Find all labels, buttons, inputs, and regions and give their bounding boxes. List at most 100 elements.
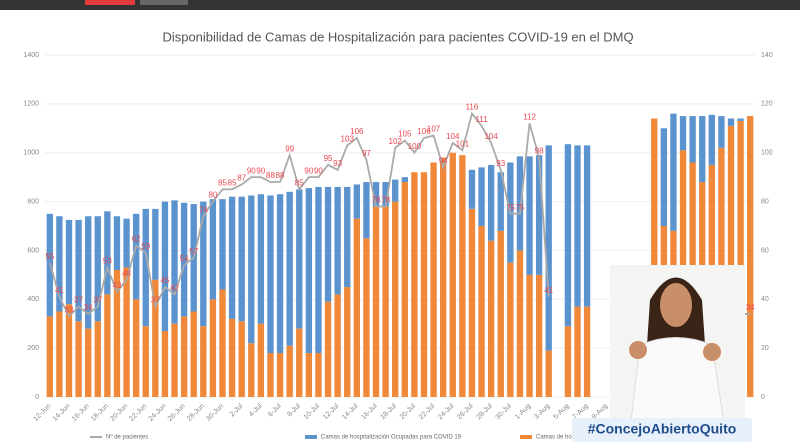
bar bbox=[209, 299, 217, 397]
x-tick-label: 12-Jun bbox=[32, 403, 52, 423]
bar bbox=[583, 145, 591, 307]
bar bbox=[56, 216, 63, 312]
x-tick-label: 16-Jun bbox=[71, 403, 91, 423]
data-label: 90 bbox=[256, 166, 265, 175]
y2-tick-label: 120 bbox=[761, 101, 773, 108]
bar bbox=[161, 331, 169, 397]
x-tick-label: 8-Jul bbox=[286, 402, 302, 418]
data-label: 100 bbox=[408, 142, 422, 151]
bar bbox=[747, 116, 754, 398]
data-label: 88 bbox=[266, 171, 275, 180]
bar bbox=[363, 238, 370, 397]
bar bbox=[353, 184, 360, 219]
bar bbox=[75, 219, 82, 322]
bar bbox=[392, 179, 399, 202]
data-label: 85 bbox=[218, 178, 227, 187]
data-label: 105 bbox=[398, 130, 412, 139]
data-label: 87 bbox=[237, 174, 246, 183]
bar bbox=[257, 323, 265, 397]
bar bbox=[315, 353, 322, 397]
bar bbox=[200, 326, 207, 397]
x-tick-label: 14-Jul bbox=[341, 402, 360, 421]
x-tick-label: 28-Jun bbox=[186, 403, 206, 423]
bar bbox=[171, 323, 178, 397]
legend-label: Nº de pacientes bbox=[106, 434, 148, 441]
bar bbox=[219, 289, 226, 397]
bar bbox=[679, 116, 687, 151]
bar bbox=[334, 294, 341, 397]
x-tick-label: 2-Jul bbox=[229, 402, 245, 418]
bar bbox=[344, 287, 351, 397]
hashtag-box bbox=[572, 418, 752, 442]
bar bbox=[372, 182, 380, 207]
data-label: 85 bbox=[228, 178, 237, 187]
bar bbox=[142, 326, 149, 397]
bar bbox=[85, 216, 92, 329]
bar bbox=[200, 201, 207, 327]
bar bbox=[276, 353, 284, 397]
hashtag: #ConcejoAbiertoQuito bbox=[588, 421, 737, 437]
bar bbox=[238, 321, 245, 397]
x-tick-label: 28-Jul bbox=[475, 402, 494, 421]
bar bbox=[65, 219, 73, 305]
bar bbox=[564, 326, 572, 397]
data-label: 80 bbox=[208, 191, 217, 200]
interpreter bbox=[610, 265, 745, 431]
bar bbox=[75, 321, 82, 397]
bar bbox=[344, 186, 351, 288]
bar bbox=[238, 196, 245, 322]
viewer-badge bbox=[140, 0, 188, 5]
data-label: 37 bbox=[93, 296, 102, 305]
bar bbox=[478, 226, 485, 397]
x-tick-label: 6-Jul bbox=[267, 402, 283, 418]
bar bbox=[401, 182, 408, 397]
bar bbox=[440, 157, 447, 397]
bar bbox=[152, 279, 159, 397]
bar bbox=[449, 152, 456, 397]
x-tick-label: 10-Jul bbox=[303, 402, 322, 421]
bar bbox=[468, 208, 476, 397]
bar bbox=[507, 262, 514, 397]
y-tick-label: 800 bbox=[27, 198, 39, 205]
bar bbox=[113, 216, 121, 270]
data-label: 111 bbox=[475, 115, 488, 124]
data-label: 37 bbox=[151, 296, 160, 305]
live-badge bbox=[85, 0, 135, 5]
bar bbox=[660, 128, 668, 226]
bar bbox=[497, 172, 504, 231]
bar bbox=[180, 202, 188, 317]
bar bbox=[583, 306, 591, 397]
bar bbox=[497, 230, 504, 397]
y-tick-label: 200 bbox=[27, 345, 39, 352]
x-tick-label: 30-Jun bbox=[205, 403, 225, 423]
data-label: 42 bbox=[170, 284, 179, 293]
bar bbox=[727, 125, 735, 397]
data-label: 94 bbox=[439, 156, 448, 165]
data-label: 55 bbox=[45, 252, 54, 261]
data-label: 102 bbox=[389, 137, 403, 146]
face bbox=[660, 283, 692, 327]
bar bbox=[152, 208, 159, 280]
y-tick-label: 400 bbox=[27, 296, 39, 303]
x-tick-label: 30-Jul bbox=[495, 402, 514, 421]
bar bbox=[94, 321, 101, 397]
bar bbox=[737, 118, 744, 121]
data-label: 112 bbox=[523, 113, 536, 122]
bar bbox=[535, 155, 543, 275]
bar bbox=[228, 318, 236, 397]
data-label: 106 bbox=[350, 127, 364, 136]
bar bbox=[305, 353, 313, 397]
bar bbox=[526, 156, 533, 275]
bar bbox=[142, 208, 149, 327]
bar bbox=[276, 194, 284, 354]
bar bbox=[257, 194, 265, 324]
y-tick-label: 1000 bbox=[23, 150, 39, 157]
data-label: 78 bbox=[381, 196, 390, 205]
bar bbox=[478, 167, 485, 226]
bar bbox=[516, 250, 524, 397]
data-label: 93 bbox=[333, 159, 342, 168]
chart-title: Disponibilidad de Camas de Hospitalizaci… bbox=[162, 29, 633, 44]
data-label: 75 bbox=[515, 203, 524, 212]
bar bbox=[574, 145, 581, 307]
bar bbox=[535, 274, 543, 397]
